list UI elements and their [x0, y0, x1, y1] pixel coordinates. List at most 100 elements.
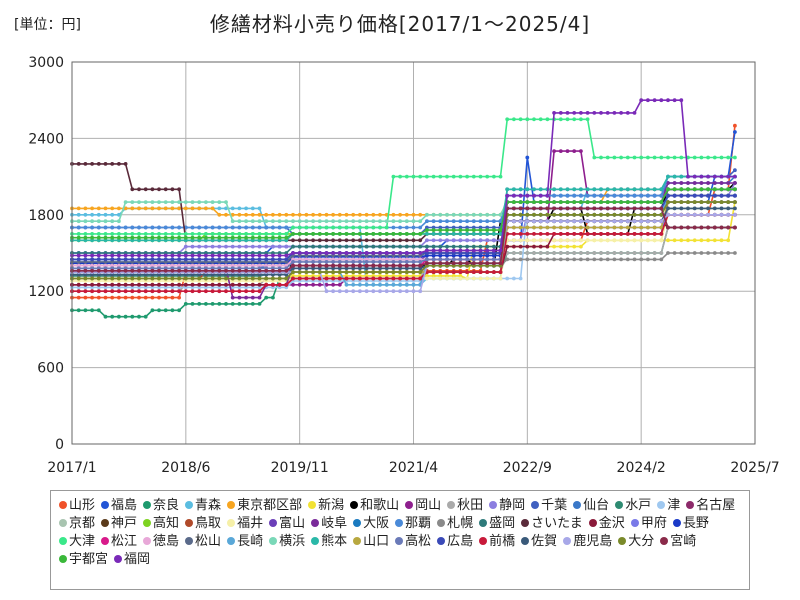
data-point	[438, 225, 443, 230]
series-line	[72, 214, 735, 292]
data-point	[344, 232, 349, 236]
data-point	[157, 282, 161, 287]
legend-item: 秋田	[447, 497, 483, 515]
data-point	[679, 98, 684, 103]
data-point	[170, 253, 175, 258]
data-point	[518, 187, 523, 192]
legend-item: 熊本	[311, 533, 347, 551]
data-point	[552, 238, 556, 243]
data-point	[183, 206, 188, 211]
data-point	[170, 282, 175, 287]
data-point	[585, 225, 590, 230]
data-point	[163, 253, 168, 258]
data-point	[538, 206, 543, 211]
data-point	[632, 111, 637, 115]
data-point	[250, 285, 255, 290]
data-point	[679, 181, 684, 185]
x-tick-label: 2018/6	[161, 460, 210, 476]
data-point	[451, 212, 456, 217]
data-point	[625, 219, 630, 224]
data-point	[110, 268, 115, 273]
data-point	[445, 276, 449, 281]
data-point	[505, 244, 510, 249]
data-point	[117, 285, 121, 290]
legend-marker	[185, 501, 194, 509]
legend-marker	[618, 537, 627, 545]
data-point	[237, 225, 242, 230]
legend-label: 広島	[447, 534, 474, 549]
data-point	[157, 187, 161, 192]
data-point	[76, 308, 81, 313]
data-point	[625, 238, 630, 243]
data-point	[451, 270, 456, 274]
data-point	[733, 251, 737, 255]
data-point	[438, 257, 443, 262]
data-point	[545, 232, 550, 236]
data-point	[659, 187, 664, 192]
data-point	[572, 219, 577, 224]
data-point	[190, 200, 195, 205]
data-point	[117, 219, 121, 224]
data-point	[384, 270, 389, 274]
data-point	[197, 238, 202, 243]
data-point	[250, 219, 255, 224]
data-point	[204, 238, 208, 243]
data-point	[512, 187, 516, 192]
data-point	[478, 212, 483, 217]
data-point	[317, 238, 322, 243]
data-point	[337, 251, 342, 255]
legend-item: 横浜	[269, 533, 305, 551]
data-point	[659, 257, 664, 262]
legend-item: 宇都宮	[59, 551, 108, 569]
data-point	[317, 270, 322, 274]
data-point	[418, 238, 423, 243]
data-point	[391, 251, 396, 255]
data-point	[646, 193, 650, 198]
data-point	[351, 276, 356, 281]
data-point	[378, 219, 382, 224]
data-point	[398, 244, 402, 249]
data-point	[398, 232, 402, 236]
data-point	[190, 285, 195, 290]
data-point	[471, 219, 476, 224]
data-point	[331, 266, 335, 271]
data-point	[277, 219, 282, 224]
data-point	[157, 235, 161, 240]
data-point	[224, 235, 228, 240]
data-point	[646, 257, 650, 262]
legend-item: 鳥取	[185, 515, 221, 533]
data-point	[404, 238, 409, 243]
data-point	[592, 251, 597, 255]
data-point	[110, 289, 115, 294]
data-point	[257, 225, 262, 230]
data-point	[83, 238, 88, 243]
data-point	[110, 235, 115, 240]
data-point	[250, 263, 255, 268]
data-point	[565, 225, 570, 230]
data-point	[652, 193, 657, 198]
data-point	[304, 260, 309, 264]
data-point	[565, 200, 570, 205]
data-point	[337, 225, 342, 230]
data-point	[398, 251, 402, 255]
data-point	[471, 244, 476, 249]
data-point	[686, 174, 690, 179]
data-point	[625, 232, 630, 236]
data-point	[244, 268, 249, 273]
data-point	[552, 193, 556, 198]
data-point	[177, 235, 182, 240]
data-point	[558, 193, 563, 198]
data-point	[545, 238, 550, 243]
data-point	[505, 232, 510, 236]
data-point	[518, 238, 523, 243]
data-point	[706, 238, 710, 243]
data-point	[163, 232, 168, 236]
data-point	[478, 276, 483, 281]
data-point	[244, 289, 249, 294]
data-point	[706, 225, 710, 230]
data-point	[364, 282, 369, 287]
data-point	[458, 225, 463, 230]
legend-marker	[405, 501, 414, 509]
data-point	[512, 251, 516, 255]
legend: 山形 福島 奈良 青森 東京都区部 新潟 和歌山 岡山 秋田 静岡 千葉 仙台 水戸津名古屋京都 神戸 高知…	[50, 490, 750, 590]
